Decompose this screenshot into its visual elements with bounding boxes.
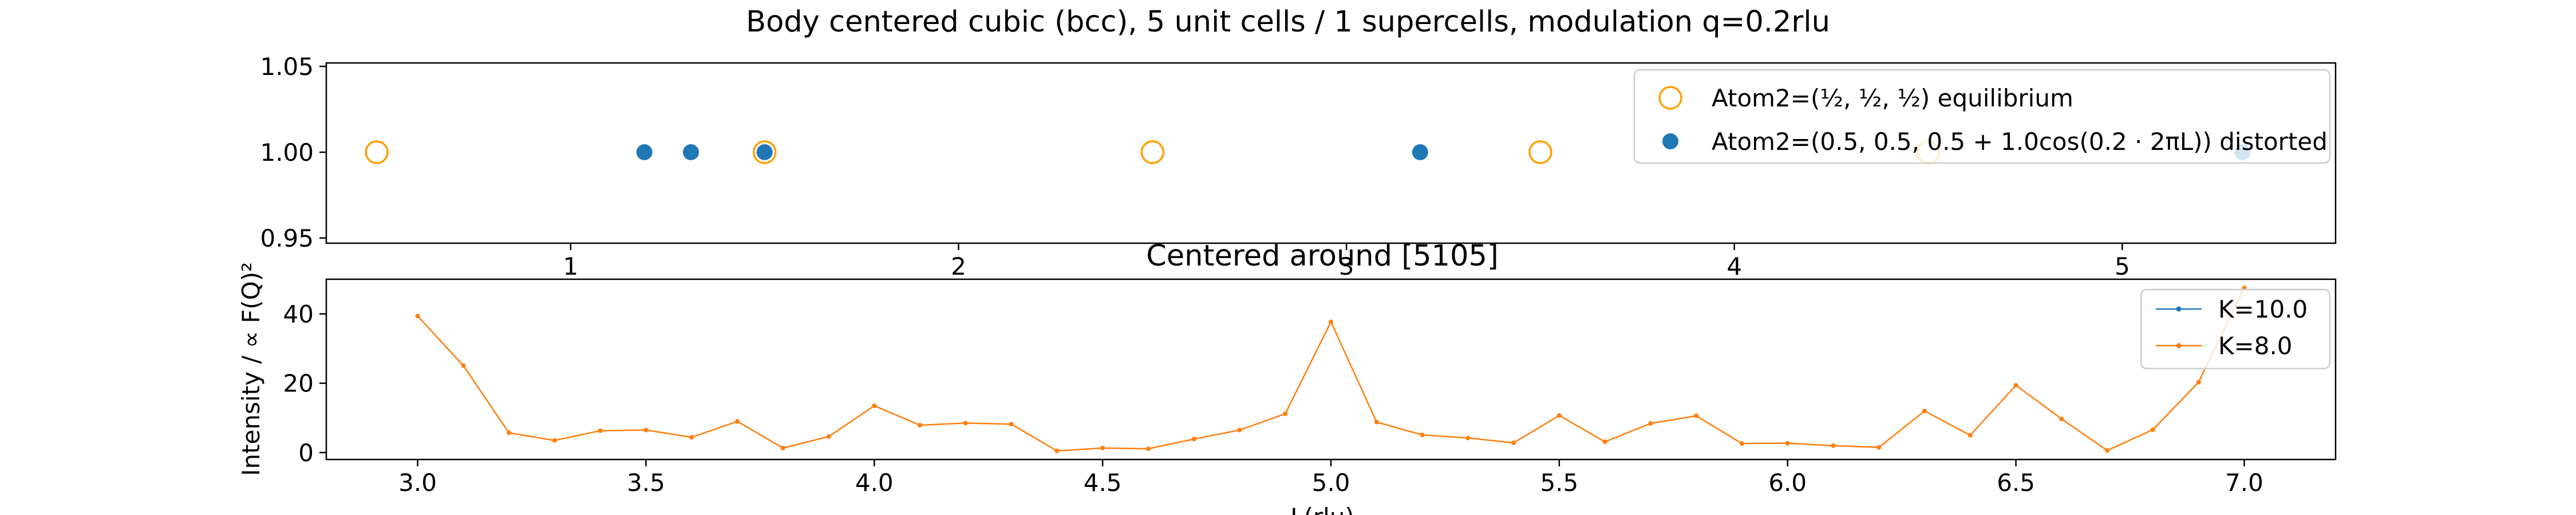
intensity-data-point [1511, 440, 1516, 445]
intensity-data-point [1237, 427, 1242, 433]
intensity-data-point [2059, 417, 2064, 422]
legend-equilibrium-label: Atom2=(½, ½, ½) equilibrium [1712, 84, 2073, 112]
intensity-data-point [1283, 411, 1288, 417]
intensity-data-point [1054, 448, 1060, 453]
intensity-data-point [1145, 446, 1151, 451]
atom-plot-x-tick-label: 3 [1339, 252, 1354, 280]
equilibrium-atom-point [1528, 140, 1552, 164]
intensity-data-point [1648, 421, 1653, 426]
distorted-atom-point [1412, 144, 1428, 160]
intensity-data-point [1831, 443, 1836, 448]
figure-title: Body centered cubic (bcc), 5 unit cells … [746, 5, 1830, 39]
intensity-data-point [415, 314, 420, 319]
intensity-plot-x-tick-label: 5.0 [1312, 469, 1350, 497]
atom-plot-axes: 1 2 3 4 5 0.95 1.00 1.05 [260, 53, 2129, 280]
distorted-atom-point [756, 144, 773, 160]
intensity-data-point [2013, 383, 2018, 388]
intensity-plot-y-tick-label: 0 [298, 439, 314, 467]
intensity-plot-x-tick-label: 5.5 [1540, 469, 1578, 497]
legend-distorted-label: Atom2=(0.5, 0.5, 0.5 + 1.0cos(0.2 · 2πL)… [1712, 128, 2328, 156]
intensity-plot-axes: 3.0 3.5 4.0 4.5 5.0 5.5 6.0 6.5 7.0 0 20 40 [283, 300, 2263, 497]
distorted-atom-point [682, 144, 699, 160]
intensity-data-point [552, 438, 557, 443]
intensity-data-point [1602, 439, 1607, 445]
legend-equilibrium-marker [1658, 86, 1682, 110]
atom-plot-frame [325, 62, 2337, 244]
intensity-data-point [2105, 448, 2110, 453]
legend-k10-marker [2176, 306, 2182, 312]
intensity-y-axis-label: Intensity / ∝ F(Q)² [237, 262, 265, 476]
legend-distorted-marker [1662, 133, 1678, 149]
atom-plot-y-tick-label: 0.95 [260, 224, 314, 252]
intensity-plot: Centered around [5105] 3.0 3.5 4.0 4.5 5.0 5.… [237, 239, 2337, 515]
intensity-data-point [2150, 427, 2155, 432]
intensity-plot-x-tick-label: 6.0 [1768, 469, 1807, 497]
intensity-plot-x-tick-label: 7.0 [2225, 469, 2263, 497]
intensity-data-point [461, 363, 466, 368]
intensity-data-point [689, 435, 694, 440]
atom-plot-y-tick-label: 1.05 [260, 53, 314, 81]
atom-plot-y-tick-label: 1.00 [260, 138, 314, 167]
distorted-atom-point [636, 144, 653, 160]
intensity-plot-x-tick-label: 3.0 [398, 469, 437, 497]
intensity-plot-x-tick-label: 3.5 [627, 469, 665, 497]
intensity-data-point [1694, 413, 1699, 418]
equilibrium-atom-point [365, 140, 389, 164]
intensity-data-point [1191, 437, 1196, 442]
intensity-data-point [872, 403, 877, 409]
intensity-data-point [1465, 435, 1471, 441]
intensity-plot-y-tick-label: 20 [283, 370, 314, 398]
intensity-data-point [963, 421, 968, 426]
intensity-data-point [1556, 413, 1562, 418]
intensity-data-point [1009, 422, 1014, 427]
intensity-data-point [826, 434, 831, 439]
intensity-data-point [1876, 445, 1882, 450]
intensity-plot-x-tick-label: 6.5 [1997, 469, 2035, 497]
equilibrium-atom-point [1140, 140, 1165, 164]
intensity-data-point [507, 430, 512, 435]
intensity-plot-legend: K=10.0 K=8.0 [2140, 288, 2331, 370]
intensity-data-point [2196, 379, 2201, 385]
intensity-data-point [780, 446, 785, 451]
atom-plot-x-tick-label: 5 [2115, 252, 2130, 280]
intensity-series-line [417, 287, 2245, 452]
intensity-plot-title: Centered around [5105] [1146, 239, 1499, 273]
intensity-data-point [1329, 319, 1333, 324]
intensity-x-axis-label: L(rlu) [1290, 503, 1354, 515]
intensity-data-point [1967, 433, 1973, 438]
atom-legend-box [1633, 69, 2331, 164]
legend-k8-label: K=8.0 [2218, 332, 2293, 360]
intensity-plot-frame [325, 278, 2337, 461]
atom-positions-plot: 1 2 3 4 5 0.95 1.00 1.05 Atom2=(½, ½, ½) equili… [260, 53, 2337, 280]
intensity-data-point [1785, 441, 1790, 446]
intensity-data-point [1100, 446, 1105, 451]
intensity-data-point [1922, 409, 1927, 414]
intensity-data-point [918, 423, 923, 428]
intensity-data-point [598, 428, 603, 433]
atom-plot-x-tick-label: 4 [1726, 252, 1742, 280]
intensity-data-point [1374, 419, 1379, 425]
intensity-data-point [734, 419, 740, 424]
atom-plot-legend: Atom2=(½, ½, ½) equilibrium Atom2=(0.5, … [1633, 69, 2331, 164]
intensity-series [415, 286, 2247, 453]
atom-plot-x-tick-label: 2 [951, 252, 966, 280]
intensity-plot-x-tick-label: 4.5 [1084, 469, 1122, 497]
intensity-data-point [1420, 432, 1425, 437]
intensity-data-point [1739, 441, 1744, 446]
legend-k8-marker [2176, 343, 2182, 348]
atom-plot-x-tick-label: 1 [563, 252, 579, 280]
equilibrium-atom-point [752, 140, 777, 164]
intensity-plot-x-tick-label: 4.0 [855, 469, 894, 497]
legend-k10-label: K=10.0 [2218, 295, 2308, 323]
intensity-data-point [643, 427, 649, 433]
intensity-plot-y-tick-label: 40 [283, 300, 314, 328]
